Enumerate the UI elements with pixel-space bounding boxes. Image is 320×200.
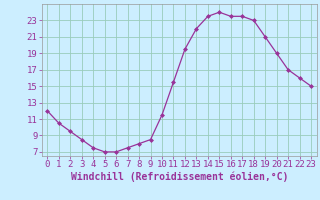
X-axis label: Windchill (Refroidissement éolien,°C): Windchill (Refroidissement éolien,°C) bbox=[70, 172, 288, 182]
